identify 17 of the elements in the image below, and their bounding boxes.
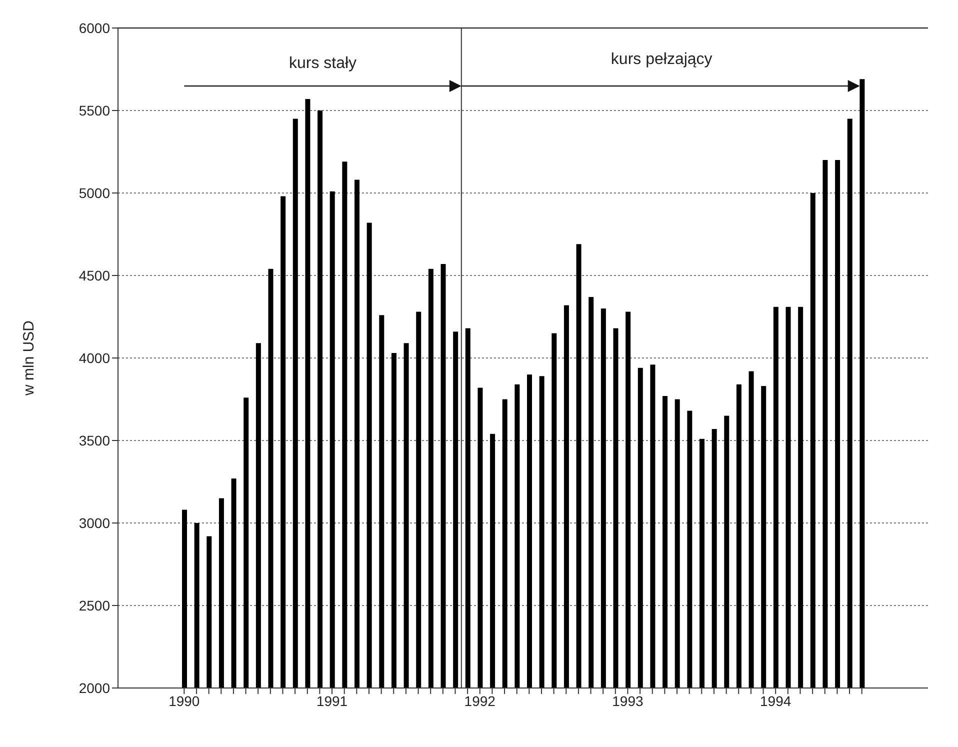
- x-tick-label: 1993: [612, 692, 644, 709]
- y-tick-label: 5000: [78, 184, 110, 201]
- y-axis-title: w mln USD: [20, 320, 38, 397]
- y-tick-label: 3000: [78, 514, 110, 531]
- x-tick-label: 1992: [464, 692, 496, 709]
- y-tick-label: 2500: [78, 597, 110, 614]
- y-tick-label: 4500: [78, 267, 110, 284]
- y-tick-label: 4000: [78, 350, 110, 366]
- y-tick-label: 3500: [78, 432, 110, 448]
- annotation: kurs pełzający: [610, 51, 712, 68]
- annotation: kurs stały: [288, 55, 357, 72]
- y-tick-label: 5500: [78, 102, 110, 118]
- x-tick-label: 1994: [760, 692, 792, 709]
- x-tick-label: 1990: [168, 692, 200, 709]
- y-tick-label: 6000: [78, 20, 110, 36]
- y-tick-label: 2000: [78, 680, 110, 696]
- x-tick-label: 1991: [316, 692, 348, 709]
